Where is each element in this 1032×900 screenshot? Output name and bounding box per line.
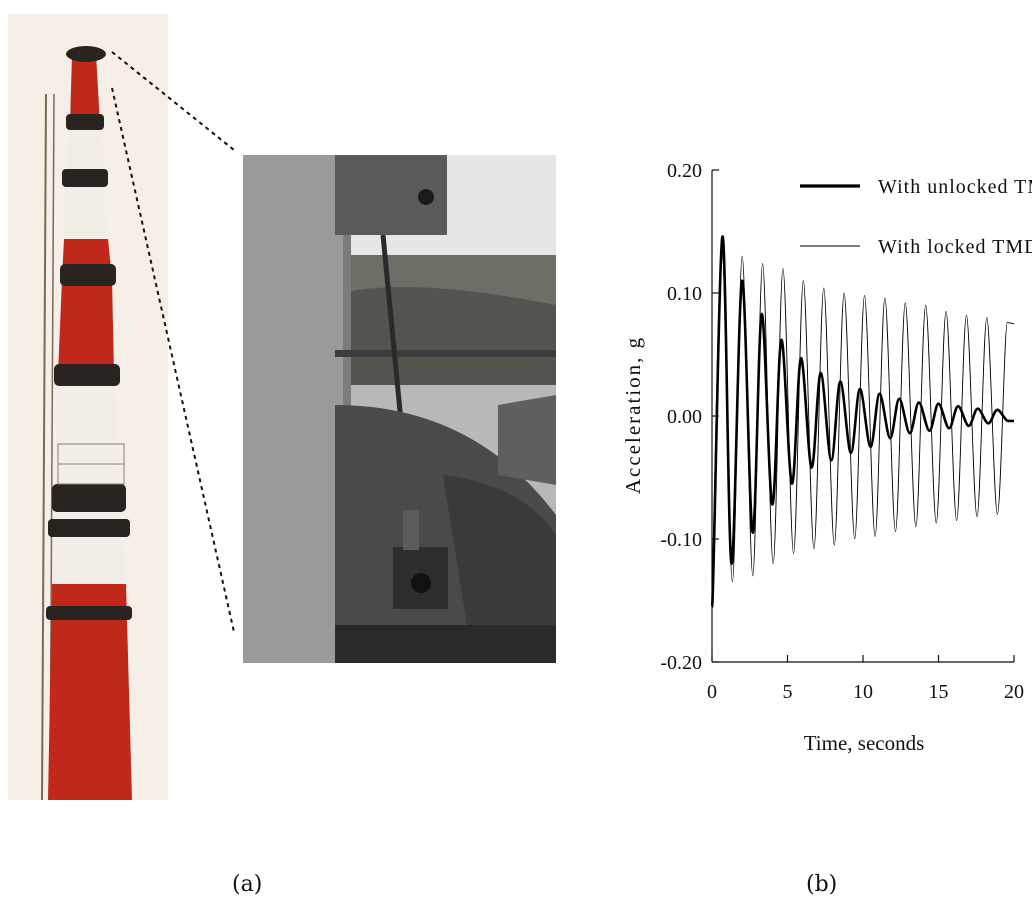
y-tick-label: 0.00 [667, 406, 702, 428]
x-tick-label: 10 [853, 681, 873, 703]
x-axis-label: Time, seconds [804, 731, 925, 755]
chimney-platforms [46, 46, 132, 620]
acceleration-chart: 0.20 0.10 0.00 -0.10 -0.200 5 10 15 20 With unlo… [621, 160, 1032, 755]
y-tick-label: -0.10 [660, 529, 702, 551]
y-tick-label: 0.10 [667, 283, 702, 305]
y-tick-label: 0.20 [667, 160, 702, 182]
legend-label: With unlocked TMD [878, 176, 1032, 198]
y-tick-label: -0.20 [660, 652, 702, 674]
x-tick-label: 5 [783, 681, 793, 703]
x-tick-label: 15 [929, 681, 949, 703]
caption-a: (a) [232, 872, 263, 897]
legend-label: With locked TMD [878, 236, 1032, 258]
x-tick-label: 20 [1004, 681, 1024, 703]
x-tick-label: 0 [707, 681, 717, 703]
chimney-railings [57, 443, 125, 485]
tmd-detail-photo [243, 155, 556, 663]
chimney-photo [8, 14, 168, 800]
y-axis-label: Acceleration, g [621, 336, 645, 494]
series-locked-tmd [711, 243, 1015, 583]
caption-b: (b) [806, 872, 838, 897]
